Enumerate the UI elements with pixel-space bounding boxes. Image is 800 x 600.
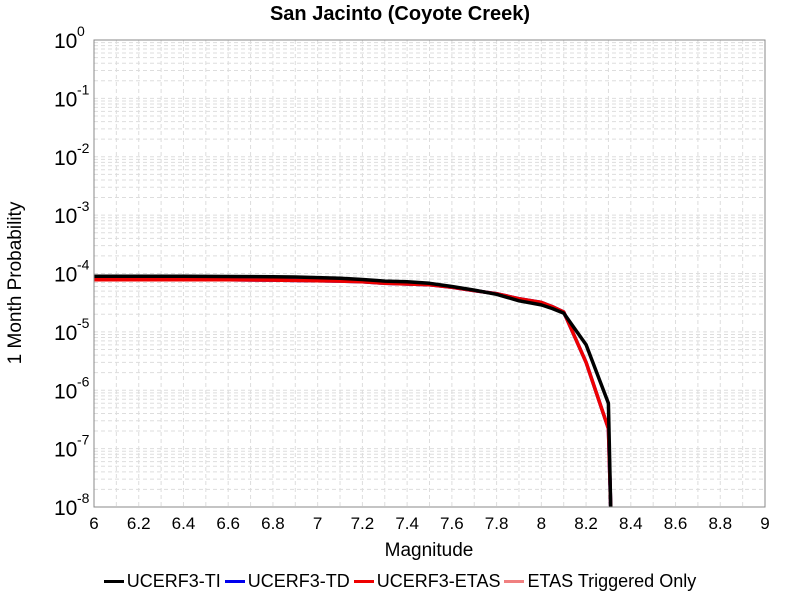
- y-tick-base: 10: [54, 264, 77, 287]
- x-tick-label: 7.4: [395, 514, 419, 533]
- x-tick-label: 6.2: [127, 514, 151, 533]
- grid: [93, 40, 766, 508]
- y-tick-exponent: -2: [77, 140, 90, 156]
- y-tick-exponent: -3: [77, 198, 90, 214]
- x-tick-label: 7.8: [485, 514, 509, 533]
- x-tick-label: 9: [760, 514, 769, 533]
- y-tick-base: 10: [54, 205, 77, 228]
- legend-label: ETAS Triggered Only: [527, 570, 697, 591]
- y-tick-exponent: 0: [77, 23, 85, 39]
- chart-title: San Jacinto (Coyote Creek): [270, 3, 530, 25]
- y-tick-exponent: -7: [77, 432, 90, 448]
- y-tick-base: 10: [54, 439, 77, 462]
- legend-label: UCERF3-TI: [126, 570, 221, 591]
- legend-swatch: [224, 579, 245, 583]
- x-tick-label: 6.8: [261, 514, 285, 533]
- y-tick-label: 10 -6: [54, 373, 90, 403]
- y-tick-exponent: -6: [77, 373, 90, 389]
- y-axis-title: 1 Month Probability: [5, 201, 26, 364]
- x-tick-label: 8.4: [619, 514, 643, 533]
- plot-frame: [93, 39, 766, 508]
- y-tick-exponent: -4: [77, 257, 90, 273]
- legend-swatch: [504, 579, 525, 583]
- y-tick-exponent: -8: [77, 490, 90, 506]
- legend-item: UCERF3-TD: [224, 570, 350, 592]
- y-tick-base: 10: [54, 30, 77, 53]
- x-tick-label: 8.8: [708, 514, 732, 533]
- y-tick-exponent: -5: [77, 315, 90, 331]
- y-tick-base: 10: [54, 497, 77, 520]
- y-tick-label: 10 -1: [54, 81, 90, 111]
- legend-swatch: [103, 579, 124, 583]
- y-tick-label: 10 -5: [54, 315, 90, 345]
- series-line-ucerf3-ti: [94, 274, 613, 508]
- legend-item: ETAS Triggered Only: [504, 571, 696, 592]
- x-tick-label: 6.6: [216, 514, 240, 533]
- y-tick-label: 10 -3: [54, 198, 90, 228]
- x-tick-label: 6: [89, 514, 98, 533]
- y-tick-base: 10: [54, 88, 77, 111]
- x-tick-label: 7: [313, 514, 322, 533]
- x-tick-label: 7.2: [351, 514, 375, 533]
- legend: UCERF3-TI UCERF3-TD UCERF3-ETAS ETAS Trigge…: [0, 568, 800, 594]
- y-tick-base: 10: [54, 147, 77, 170]
- y-tick-label: 10 -7: [54, 432, 90, 462]
- y-tick-label: 10 0: [54, 23, 85, 53]
- y-tick-label: 10 -4: [54, 257, 90, 287]
- legend-label: UCERF3-TD: [247, 570, 350, 591]
- legend-label: UCERF3-ETAS: [376, 570, 501, 591]
- x-tick-label: 8.2: [574, 514, 598, 533]
- x-tick-label: 6.4: [172, 514, 196, 533]
- y-tick-label: 10 -8: [54, 490, 90, 520]
- legend-item: UCERF3-ETAS: [353, 570, 501, 592]
- x-axis-ticks: 6 6.2 6.4 6.6 6.8 7 7.2 7.4 7.6 7.8 8 8.2 8.4 8.6 8.8 9: [89, 514, 769, 533]
- y-tick-base: 10: [54, 322, 77, 345]
- y-tick-exponent: -1: [77, 81, 90, 97]
- legend-item: UCERF3-TI: [103, 570, 221, 592]
- legend-swatch: [353, 579, 374, 583]
- series-layer: [94, 274, 613, 508]
- x-tick-label: 8.6: [664, 514, 688, 533]
- y-tick-base: 10: [54, 380, 77, 403]
- y-tick-label: 10 -2: [54, 140, 90, 170]
- x-tick-label: 7.6: [440, 514, 464, 533]
- x-axis-title: Magnitude: [385, 540, 474, 561]
- x-tick-label: 8: [537, 514, 546, 533]
